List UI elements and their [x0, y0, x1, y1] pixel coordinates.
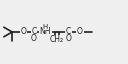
- Text: O: O: [66, 34, 71, 43]
- Text: H: H: [43, 24, 48, 30]
- Text: O: O: [77, 28, 83, 36]
- Text: O: O: [21, 28, 27, 36]
- Text: C: C: [31, 28, 37, 36]
- Text: NH: NH: [40, 28, 51, 36]
- Text: CH₂: CH₂: [50, 36, 64, 44]
- Text: O: O: [31, 34, 37, 43]
- Text: C: C: [66, 28, 71, 36]
